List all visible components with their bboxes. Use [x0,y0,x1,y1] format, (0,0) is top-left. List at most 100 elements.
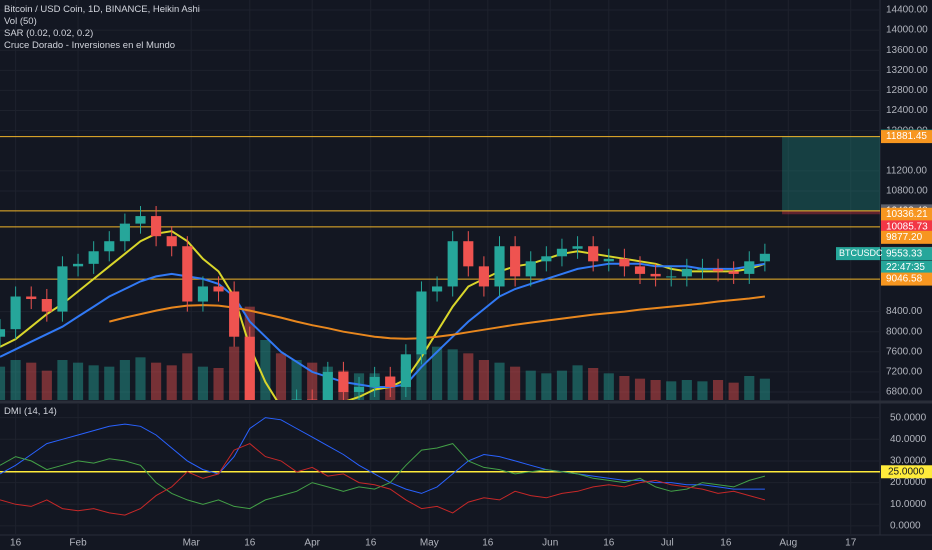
axes: 14400.00 14000.00 13600.00 13200.00 12800.00… [10,5,932,549]
volume-bar [57,360,68,400]
y-tick-label: 12400.00 [886,105,928,116]
price-label-text: 10336.21 [886,209,928,220]
moving-average [109,295,766,340]
volume-bar [712,380,724,400]
dmi-line [0,443,766,516]
level-label [881,465,932,479]
price-label [881,247,932,261]
y-tick-label: 7600.00 [886,346,923,357]
candle-body [650,273,661,277]
candle-body [728,271,739,274]
y-tick-label: 30.0000 [890,456,927,467]
dmi-line [0,443,766,510]
candle-body [135,216,146,224]
candle-body [634,266,646,274]
candle-body [432,286,443,292]
volume-bar [447,349,458,400]
volume-bar [572,365,583,400]
y-tick-label: 7200.00 [886,367,923,378]
candle-body [197,286,208,302]
x-tick-label: Apr [304,538,320,549]
price-label-text: 9046.58 [886,274,923,285]
dmi-title: DMI (14, 14) [4,406,57,417]
y-tick-label: 10.0000 [890,499,927,510]
volume-bar [744,376,755,400]
y-tick-label: 10800.00 [886,186,928,197]
candle-body [41,299,52,312]
x-tick-label: 16 [244,538,256,549]
volume-bar [166,365,177,400]
candle-body [104,241,115,252]
candle-body [166,236,177,247]
volume-bar [229,346,240,400]
candle-body [10,296,21,330]
candle-body [494,246,505,287]
countdown: 22:47:35 [886,262,925,273]
candle-body [353,386,365,393]
y-tick-label: 8400.00 [886,306,923,317]
moving-average [0,230,766,400]
volume-bar [681,380,692,400]
volume-bar [541,373,552,400]
y-tick-label: 0.0000 [890,521,921,532]
volume-bar [588,368,599,400]
volume-bar [510,366,521,400]
volume-bar [213,368,224,400]
candle-body [213,286,224,292]
candle-body [291,399,302,400]
chart-title: Bitcoin / USD Coin, 1D, BINANCE, Heikin … [4,4,200,15]
y-tick-label: 11200.00 [886,165,927,176]
x-tick-label: 17 [845,538,857,549]
x-tick-label: 16 [10,538,22,549]
profit-zone [782,136,880,211]
candle-body [57,266,68,312]
dmi-line [0,417,765,494]
candle-body [369,376,380,387]
volume-bar [697,381,708,400]
volume-bar [26,362,37,400]
price-label-text: 9553.33 [886,248,923,259]
indicator-legend: SAR (0.02, 0.02, 0.2) [4,28,93,39]
volume-bar [556,370,568,400]
volume-bar [416,340,427,400]
volume-bar [260,340,271,400]
x-tick-label: Jul [661,538,674,549]
volume-bar [478,360,489,400]
volume-bar [182,353,193,400]
candle-body [619,258,630,267]
x-tick-label: 16 [365,538,377,549]
candle-body [556,248,568,257]
y-tick-label: 14000.00 [886,25,928,36]
volume-bar [88,365,99,400]
volume-bar [119,360,130,400]
candle-body [463,241,474,267]
candle-body [478,266,489,287]
volume-bar [650,380,661,400]
volume-bar [525,370,536,400]
candle-body [385,376,396,387]
price-label-text: 9877.20 [886,232,923,243]
volume-bar [432,346,443,400]
volume-bar [307,362,318,400]
y-tick-label: 20.0000 [890,477,927,488]
y-tick-label: 6800.00 [886,387,923,398]
y-tick-label: 40.0000 [890,434,927,445]
candle-body [681,268,692,277]
candle-body [588,246,599,262]
price-label [881,130,932,144]
candle-body [229,291,240,337]
y-tick-label: 13600.00 [886,45,928,56]
volume-bar [603,373,614,400]
y-tick-label: 12800.00 [886,85,928,96]
volume-bar [10,360,21,400]
volume-bar [275,353,287,400]
price-label-text: 11881.45 [886,131,927,142]
candle-body [572,246,583,249]
candle-body [151,216,162,237]
candle-body [182,246,193,302]
dmi-pane [0,404,880,535]
candle-body [400,354,411,387]
candle-body [666,276,677,278]
